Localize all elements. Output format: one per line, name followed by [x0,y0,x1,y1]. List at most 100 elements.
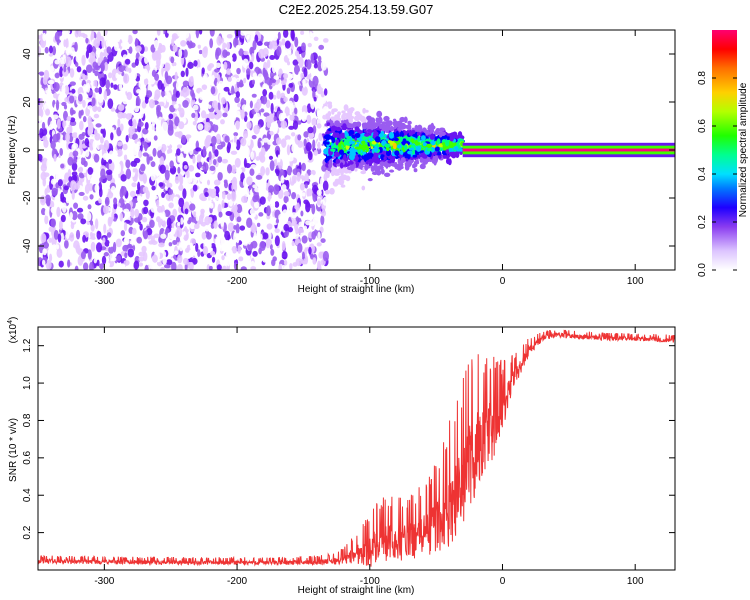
spectrogram-cell [383,124,389,129]
spectrogram-cell [198,49,203,55]
spectrogram-cell [210,243,216,249]
spectrogram-y-tick-label: 0 [22,147,33,153]
spectrogram-cell [71,88,76,94]
spectrogram-cell [419,156,423,163]
spectrogram-x-tick-label: 0 [500,276,506,287]
spectrogram-cell [138,79,143,90]
spectrogram-cell [362,107,367,114]
spectrogram-cell [387,126,393,131]
spectrogram-cell [335,126,342,132]
spectrogram-cell [89,51,96,61]
spectrogram-cell [394,137,399,142]
spectrogram-cell [168,188,174,195]
spectrogram-cell [178,121,185,130]
spectrogram-cell [211,74,215,82]
spectrogram-cell [177,253,183,264]
spectrogram-cell [81,152,86,158]
spectrogram-cell [260,108,265,113]
snr-x-tick-label: 100 [627,576,644,587]
spectrogram-cell [330,148,336,152]
spectrogram-cell [221,261,228,267]
spectrogram-cell [256,41,263,46]
snr-panel: -300 -200 -100 0 100 0.2 0.4 0.6 0.8 1.0 1.2 Heig… [7,317,676,596]
spectrogram-cell [339,162,344,169]
spectrogram-cell [108,159,113,164]
spectrogram-cell [292,120,299,130]
spectrogram-cell [251,87,258,93]
spectrogram-cell [400,157,406,163]
spectrogram-cell [371,156,377,162]
spectrogram-cell [280,120,288,129]
spectrogram-cell [283,195,289,204]
spectrogram-cell [445,140,450,147]
spectrogram-cell [209,250,216,256]
spectrogram-cell [339,149,344,155]
spectrogram-cell [247,238,252,245]
spectrogram-cell [281,138,287,148]
spectrogram-cell [134,37,139,48]
spectrogram-cell [45,260,52,270]
spectrogram-cell [151,185,156,191]
spectrogram-cell [65,228,70,240]
spectrogram-cell [53,153,57,162]
spectrogram-cell [132,119,137,129]
spectrogram-cell [196,67,202,73]
spectrogram-cell [269,160,275,172]
spectrogram-cell [126,91,133,101]
spectrogram-cell [161,89,166,98]
spectrogram-cell [303,225,308,231]
spectrogram-cell [303,199,309,205]
spectrogram-cell [123,259,130,266]
spectrogram-cell [297,134,302,141]
spectrogram-cell [251,134,257,140]
spectrogram-cell [250,224,257,233]
spectrogram-cell [379,161,385,166]
spectrogram-cell [364,164,369,171]
spectrogram-cell [120,185,125,194]
spectrogram-cell [191,112,196,119]
spectrogram-cell [243,83,250,88]
spectrogram-cell [278,263,282,270]
spectrogram-cell [135,45,142,53]
spectrogram-cell [235,91,240,98]
spectrogram-cell [222,112,228,118]
spectrogram-cell [216,144,224,150]
spectrogram-cell [338,175,345,181]
spectrogram-cell [50,165,56,171]
spectrogram-cell [155,216,161,223]
spectrogram-cell [96,230,102,240]
spectrogram-cell [251,53,255,62]
spectrogram-cell [330,170,335,177]
spectrogram-cell [183,149,188,154]
spectrogram-cell [312,139,316,150]
spectrogram-cell [54,72,60,79]
spectrogram-cell [214,34,218,41]
spectrogram-cell [316,189,322,196]
spectrogram-cell [414,141,421,146]
spectrogram-cell [287,100,294,109]
spectrogram-cell [262,67,266,76]
spectrogram-cell [58,260,64,268]
spectrogram-cell [165,62,171,72]
spectrogram-cell [202,245,209,256]
spectrogram-cell [78,166,84,172]
spectrogram-cell [235,110,241,117]
spectrogram-cell [228,199,234,207]
spectrogram-cell [160,30,164,38]
spectrogram-cell [306,188,313,197]
spectrogram-cell [196,59,201,70]
spectrogram-cell [103,204,109,215]
spectrogram-cell [193,60,198,67]
spectrogram-cell [215,133,221,144]
spectrogram-cell [231,245,238,254]
spectrogram-cell [131,182,137,188]
spectrogram-cell [172,196,180,205]
spectrogram-cell [78,191,85,196]
spectrogram-cell [173,250,179,256]
spectrogram-cell [240,108,245,120]
spectrogram-cell [84,183,90,195]
spectrogram-cell [122,264,126,270]
spectrogram-cell [128,67,132,74]
spectrogram-cell [238,256,244,262]
spectrogram-cell [221,191,226,200]
